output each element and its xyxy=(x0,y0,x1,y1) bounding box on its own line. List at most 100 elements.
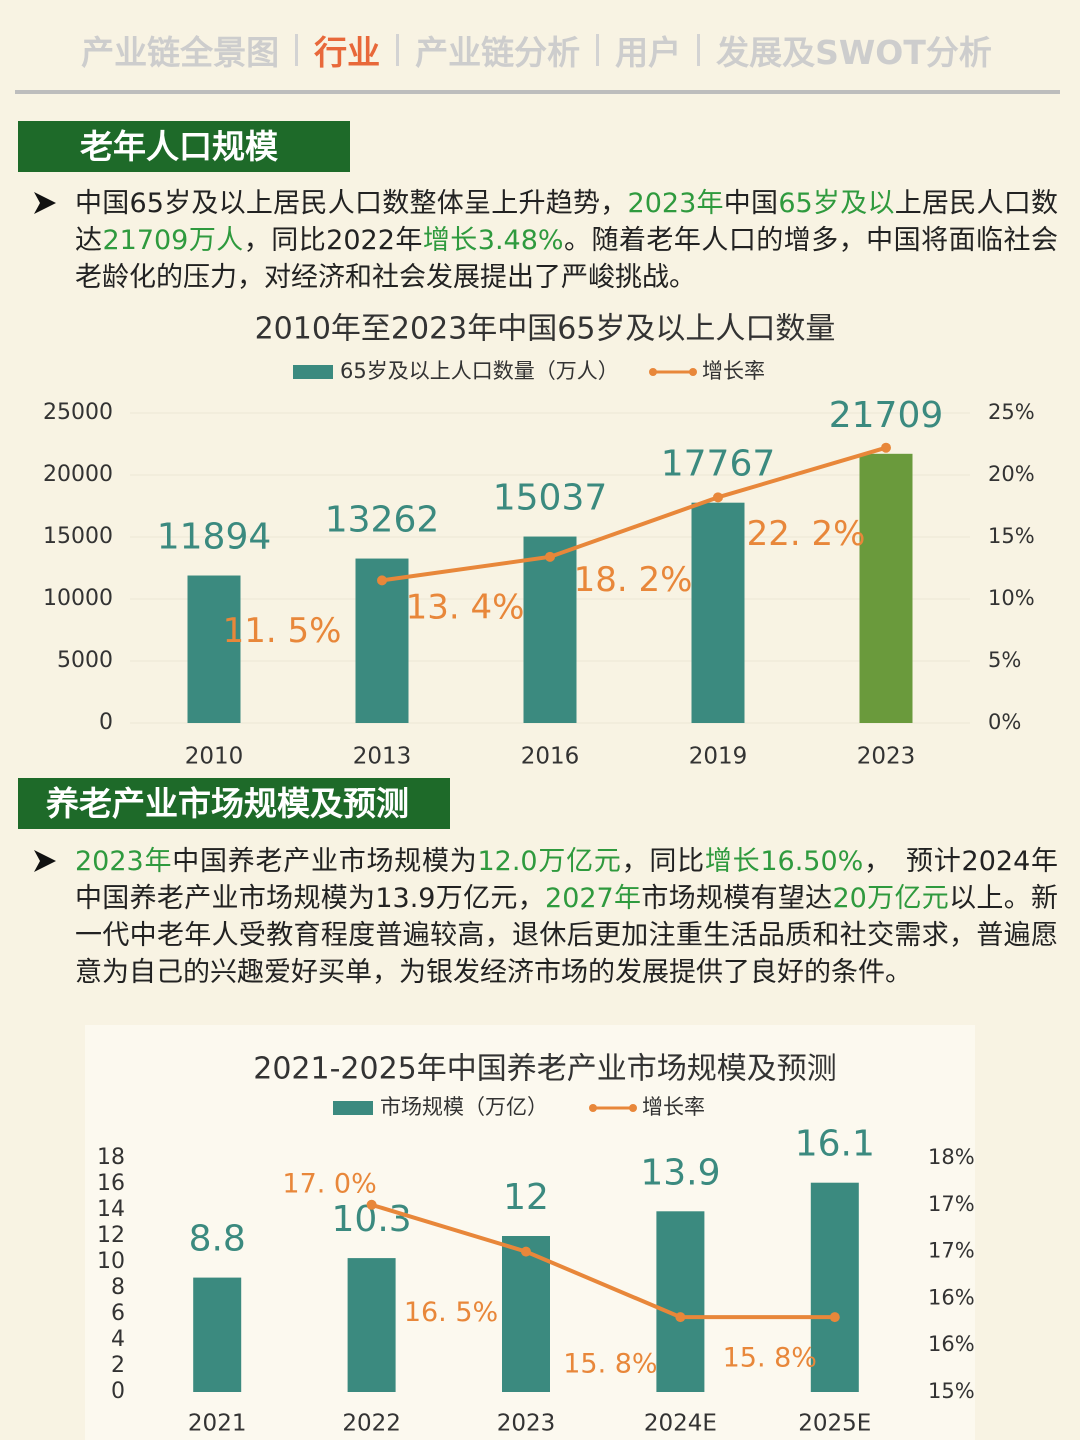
y2-tick-label: 17% xyxy=(928,1239,975,1263)
y-tick-label: 0 xyxy=(99,710,113,735)
legend-label: 市场规模（万亿） xyxy=(380,1095,548,1119)
legend-swatch xyxy=(689,368,697,376)
text-run: 增长16.50% xyxy=(704,846,864,877)
line-value-label: 17. 0% xyxy=(282,1168,376,1199)
text-run: 市场规模有望达 xyxy=(641,883,833,914)
y-tick-label: 20000 xyxy=(43,462,113,487)
text-run: 20万亿元 xyxy=(832,883,950,914)
legend-label: 增长率 xyxy=(642,1095,705,1119)
text-run: 65岁及以 xyxy=(778,188,895,219)
y-tick-label: 18 xyxy=(97,1145,125,1170)
y-tick-label: 14 xyxy=(97,1197,125,1222)
y-tick-label: 6 xyxy=(111,1301,125,1326)
section-heading: 老年人口规模 xyxy=(18,121,350,172)
bar-value-label: 15037 xyxy=(493,478,608,519)
x-tick-label: 2021 xyxy=(188,1411,247,1437)
x-tick-label: 2019 xyxy=(689,744,748,770)
bar-value-label: 12 xyxy=(503,1177,549,1218)
bullet-arrow xyxy=(34,192,56,214)
y-tick-label: 0 xyxy=(111,1379,125,1404)
nav-separator xyxy=(396,34,400,66)
text-run: 上居民人口数达 xyxy=(75,188,1059,256)
line-value-label: 22. 2% xyxy=(747,514,866,554)
chart-title: 2010年至2023年中国65岁及以上人口数量 xyxy=(255,312,836,347)
y-tick-label: 10000 xyxy=(43,586,113,611)
nav-separator xyxy=(596,34,600,66)
y2-tick-label: 10% xyxy=(988,586,1035,610)
y2-tick-label: 16% xyxy=(928,1285,975,1309)
line-value-label: 18. 2% xyxy=(574,560,693,600)
bar xyxy=(691,502,745,723)
y2-tick-label: 25% xyxy=(988,400,1035,424)
text-run: 12.0万亿元 xyxy=(477,846,622,877)
paragraph: 中国65岁及以上居民人口数整体呈上升趋势，2023年中国65岁及以上居民人口数达… xyxy=(75,185,1058,296)
line-point xyxy=(377,575,387,586)
chart-title: 2021-2025年中国养老产业市场规模及预测 xyxy=(253,1052,837,1087)
nav-separator xyxy=(295,34,299,66)
divider xyxy=(15,90,1060,94)
nav-item: 行业 xyxy=(314,33,381,72)
text-run: 2027年 xyxy=(545,883,642,914)
bar xyxy=(347,1258,396,1392)
chart: 2010年至2023年中国65岁及以上人口数量 65岁及以上人口数量（万人） 增长率… xyxy=(43,312,1035,770)
line-point xyxy=(829,1312,840,1323)
line-value-label: 15. 8% xyxy=(723,1343,817,1374)
bar-value-label: 17767 xyxy=(661,444,776,485)
text-run: ，同比 xyxy=(621,846,705,877)
growth-line xyxy=(381,445,887,583)
bar-value-label: 21709 xyxy=(829,395,944,436)
line-value-label: 11. 5% xyxy=(223,611,342,651)
y2-tick-label: 18% xyxy=(928,1145,975,1169)
x-tick-label: 2022 xyxy=(342,1411,401,1437)
bullet-arrow xyxy=(34,850,56,872)
growth-line xyxy=(371,1202,835,1320)
text-run: 21709万人 xyxy=(102,225,244,256)
y2-tick-label: 15% xyxy=(988,524,1035,548)
legend-label: 65岁及以上人口数量（万人） xyxy=(340,359,619,383)
text-run: ，同比2022年 xyxy=(243,225,423,256)
x-tick-label: 2024E xyxy=(644,1411,717,1437)
bar-value-label: 13.9 xyxy=(640,1152,720,1193)
x-tick-label: 2023 xyxy=(497,1411,556,1437)
y-tick-label: 12 xyxy=(97,1223,125,1248)
y-tick-label: 25000 xyxy=(43,400,113,425)
x-tick-label: 2013 xyxy=(353,744,412,770)
legend-swatch xyxy=(649,368,657,376)
bar xyxy=(859,453,913,723)
x-tick-label: 2023 xyxy=(857,744,916,770)
nav-item: 产业链分析 xyxy=(415,33,581,72)
text-run: 增长3.48% xyxy=(422,225,564,256)
x-tick-label: 2025E xyxy=(798,1411,871,1437)
y-tick-label: 16 xyxy=(97,1171,125,1196)
y-tick-label: 2 xyxy=(111,1353,125,1378)
legend-swatch xyxy=(293,365,333,379)
y-tick-label: 15000 xyxy=(43,524,113,549)
line-value-label: 13. 4% xyxy=(406,587,525,627)
bar-value-label: 8.8 xyxy=(189,1219,246,1260)
y2-tick-label: 20% xyxy=(988,462,1035,486)
section-heading: 养老产业市场规模及预测 xyxy=(18,778,450,829)
text-run: 中国 xyxy=(723,188,779,219)
nav-separator xyxy=(697,34,701,66)
legend-label: 增长率 xyxy=(702,359,765,383)
nav-item: 用户 xyxy=(615,33,682,72)
text-run: 2023年 xyxy=(627,188,724,219)
y2-tick-label: 15% xyxy=(928,1379,975,1403)
line-point xyxy=(881,442,891,453)
line-point xyxy=(521,1246,531,1257)
bar xyxy=(810,1182,859,1392)
nav-item: 发展及SWOT分析 xyxy=(716,33,992,72)
bar xyxy=(355,558,409,723)
bar xyxy=(193,1277,242,1392)
line-value-label: 15. 8% xyxy=(563,1349,657,1380)
line-point xyxy=(675,1312,686,1323)
y2-tick-label: 0% xyxy=(988,710,1021,734)
y2-tick-label: 17% xyxy=(928,1192,975,1216)
x-tick-label: 2016 xyxy=(521,744,580,770)
line-point xyxy=(545,551,555,562)
y-tick-label: 5000 xyxy=(57,648,113,673)
text-run: 中国养老产业市场规模为 xyxy=(172,846,478,877)
bar-value-label: 11894 xyxy=(157,517,272,558)
